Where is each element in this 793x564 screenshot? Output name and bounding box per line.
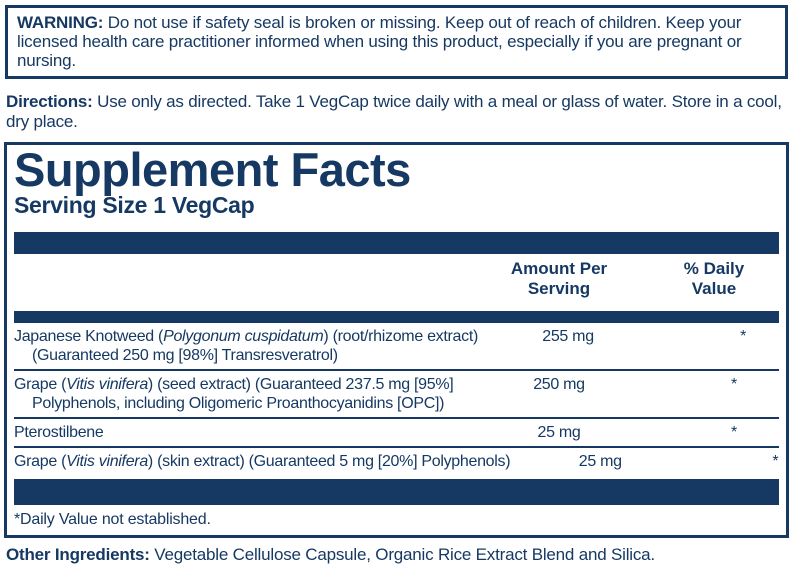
ingredient-name: Grape (Vitis vinifera) (skin extract) (G… [14,453,511,470]
warning-label: WARNING: [17,13,104,32]
ingredient-amount: 255 mg [542,328,594,345]
ingredient-row-grape-skin: Grape (Vitis vinifera) (skin extract) (G… [14,446,779,475]
daily-value-footnote: *Daily Value not established. [14,511,211,528]
other-ingredients-label: Other Ingredients: [6,545,150,564]
supplement-facts-panel: Supplement Facts Serving Size 1 VegCap A… [4,142,789,538]
ingredient-daily-value: * [731,424,737,441]
supplement-facts-title: Supplement Facts [14,143,411,196]
column-header-daily-value: % Daily Value [683,259,745,298]
directions-label: Directions: [6,92,93,111]
ingredient-row-japanese-knotweed: Japanese Knotweed (Polygonum cuspidatum)… [14,323,779,369]
ingredient-name: Japanese Knotweed (Polygonum cuspidatum)… [14,328,479,364]
ingredient-amount: 25 mg [537,424,581,441]
ingredient-amount: 250 mg [533,376,585,393]
divider-bar-thick-bottom [14,479,779,505]
divider-bar-thick-top [14,232,779,254]
ingredient-row-pterostilbene: Pterostilbene 25 mg * [14,417,779,446]
directions-text: Use only as directed. Take 1 VegCap twic… [6,92,782,131]
serving-size: Serving Size 1 VegCap [14,192,255,218]
divider-bar-thin [14,311,779,323]
ingredient-daily-value: * [731,376,737,393]
warning-text: Do not use if safety seal is broken or m… [17,13,742,70]
column-header-amount: Amount Per Serving [510,259,608,298]
warning-box: WARNING: Do not use if safety seal is br… [5,5,788,79]
ingredient-daily-value: * [772,453,779,470]
ingredient-daily-value: * [740,328,746,345]
directions-paragraph: Directions: Use only as directed. Take 1… [6,92,787,132]
other-ingredients-paragraph: Other Ingredients: Vegetable Cellulose C… [6,545,787,564]
table-header-row: Amount Per Serving % Daily Value [14,259,779,311]
other-ingredients-text: Vegetable Cellulose Capsule, Organic Ric… [149,545,655,564]
ingredient-row-grape-seed: Grape (Vitis vinifera) (seed extract) (G… [14,369,779,417]
ingredient-name: Grape (Vitis vinifera) (seed extract) (G… [14,376,454,412]
supplement-label: WARNING: Do not use if safety seal is br… [0,5,793,564]
ingredient-name: Pterostilbene [14,424,104,441]
ingredient-amount: 25 mg [578,453,622,470]
